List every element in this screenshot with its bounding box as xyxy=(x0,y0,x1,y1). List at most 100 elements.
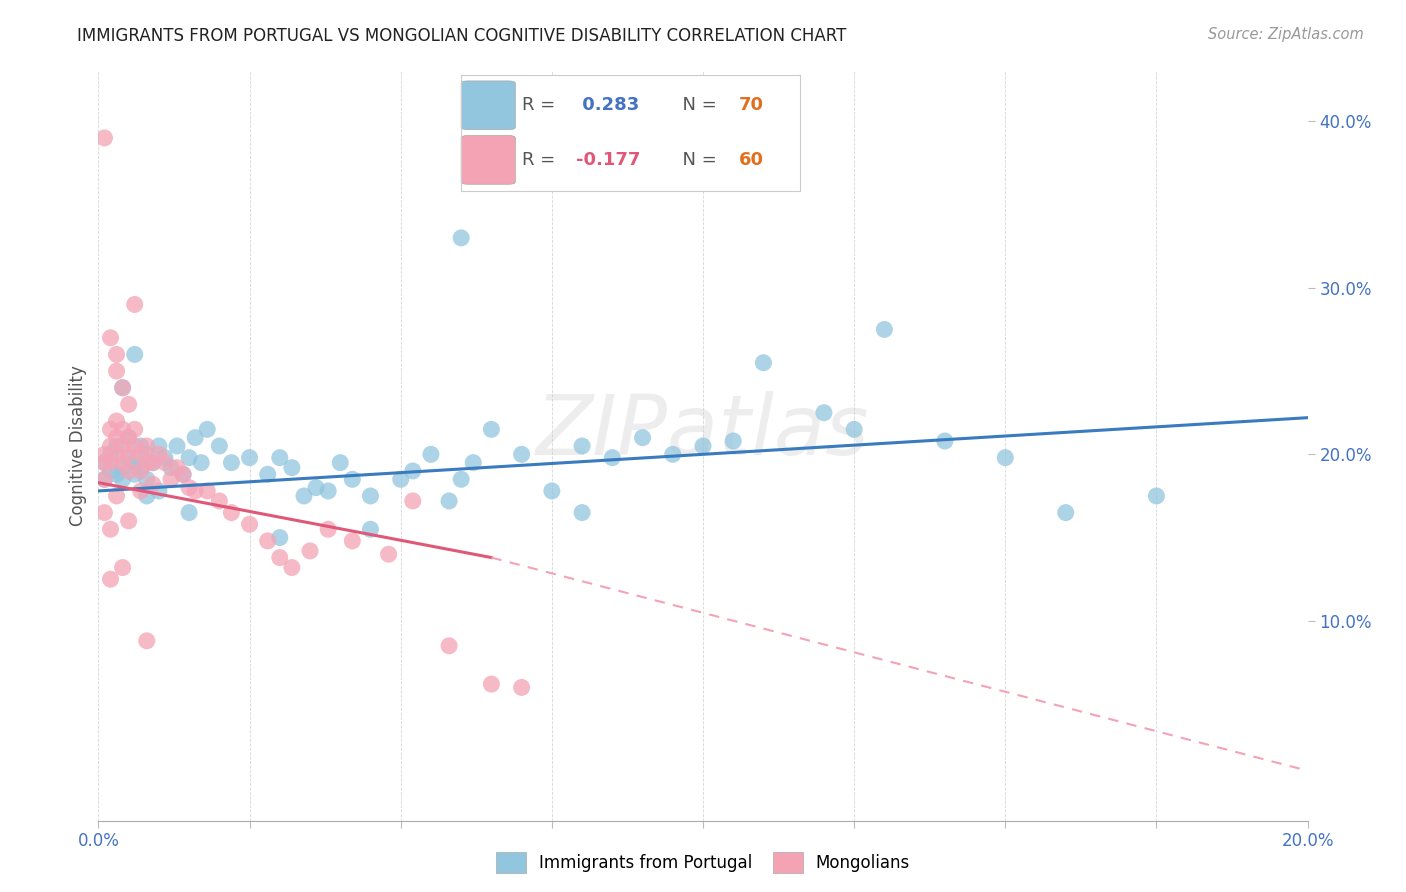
Point xyxy=(190,456,212,470)
Point xyxy=(195,483,218,498)
Point xyxy=(450,231,472,245)
Point xyxy=(172,467,194,482)
Point xyxy=(256,533,278,548)
Point xyxy=(179,481,201,495)
Point xyxy=(160,472,183,486)
Point xyxy=(124,439,146,453)
Point xyxy=(100,456,122,470)
Point xyxy=(100,572,122,586)
Point xyxy=(305,481,328,495)
Point xyxy=(221,506,243,520)
Point xyxy=(111,422,134,436)
Point xyxy=(100,522,122,536)
Point xyxy=(166,460,188,475)
Point xyxy=(281,560,304,574)
Point xyxy=(148,483,170,498)
Point xyxy=(135,456,157,470)
Text: Source: ZipAtlas.com: Source: ZipAtlas.com xyxy=(1208,27,1364,42)
Point xyxy=(93,456,115,470)
Point xyxy=(153,456,176,470)
Point xyxy=(752,356,775,370)
Point xyxy=(118,514,141,528)
Point xyxy=(195,422,218,436)
Point xyxy=(208,494,231,508)
Point xyxy=(1144,489,1167,503)
Point xyxy=(111,381,134,395)
Point xyxy=(105,414,128,428)
Point xyxy=(463,456,485,470)
Point xyxy=(105,439,128,453)
Point xyxy=(269,531,291,545)
Point xyxy=(281,460,304,475)
Point xyxy=(813,406,835,420)
Point xyxy=(402,464,425,478)
Point xyxy=(481,677,503,691)
Point xyxy=(179,450,201,465)
Point xyxy=(148,447,170,461)
Point xyxy=(389,472,412,486)
Point xyxy=(292,489,315,503)
Point xyxy=(510,447,533,461)
Point xyxy=(179,506,201,520)
Point xyxy=(129,483,152,498)
Point xyxy=(93,506,115,520)
Point xyxy=(510,681,533,695)
Point xyxy=(184,431,207,445)
Point xyxy=(100,464,122,478)
Point xyxy=(184,483,207,498)
Point xyxy=(437,639,460,653)
Point xyxy=(873,322,896,336)
Point xyxy=(402,494,425,508)
Point xyxy=(129,447,152,461)
Point xyxy=(450,472,472,486)
Point xyxy=(118,450,141,465)
Point xyxy=(934,434,956,448)
Point xyxy=(105,489,128,503)
Point xyxy=(124,297,146,311)
Point xyxy=(129,439,152,453)
Point xyxy=(93,472,115,486)
Point xyxy=(105,467,128,482)
Point xyxy=(1054,506,1077,520)
Text: ZIPatlas: ZIPatlas xyxy=(536,391,870,472)
Point xyxy=(844,422,866,436)
Point xyxy=(153,450,176,465)
Point xyxy=(118,431,141,445)
Y-axis label: Cognitive Disability: Cognitive Disability xyxy=(69,366,87,526)
Point xyxy=(135,489,157,503)
Point xyxy=(111,560,134,574)
Point xyxy=(316,522,339,536)
Point xyxy=(111,472,134,486)
Point xyxy=(540,483,562,498)
Point xyxy=(105,431,128,445)
Point xyxy=(105,447,128,461)
Point xyxy=(124,422,146,436)
Point xyxy=(135,633,157,648)
Point xyxy=(142,456,165,470)
Point xyxy=(124,347,146,361)
Point xyxy=(256,467,278,482)
Point xyxy=(377,547,399,561)
Point xyxy=(111,456,134,470)
Point xyxy=(100,439,122,453)
Point xyxy=(118,397,141,411)
Point xyxy=(420,447,443,461)
Point xyxy=(148,439,170,453)
Point xyxy=(124,456,146,470)
Point xyxy=(100,422,122,436)
Point xyxy=(221,456,243,470)
Point xyxy=(93,456,115,470)
Point xyxy=(661,447,683,461)
Point xyxy=(481,422,503,436)
Point xyxy=(135,447,157,461)
Point xyxy=(124,467,146,482)
Point xyxy=(239,517,262,532)
Point xyxy=(360,489,382,503)
Point xyxy=(111,381,134,395)
Point xyxy=(269,450,291,465)
Point xyxy=(93,472,115,486)
Point xyxy=(166,439,188,453)
Point xyxy=(142,477,165,491)
Point xyxy=(316,483,339,498)
Point xyxy=(239,450,262,465)
